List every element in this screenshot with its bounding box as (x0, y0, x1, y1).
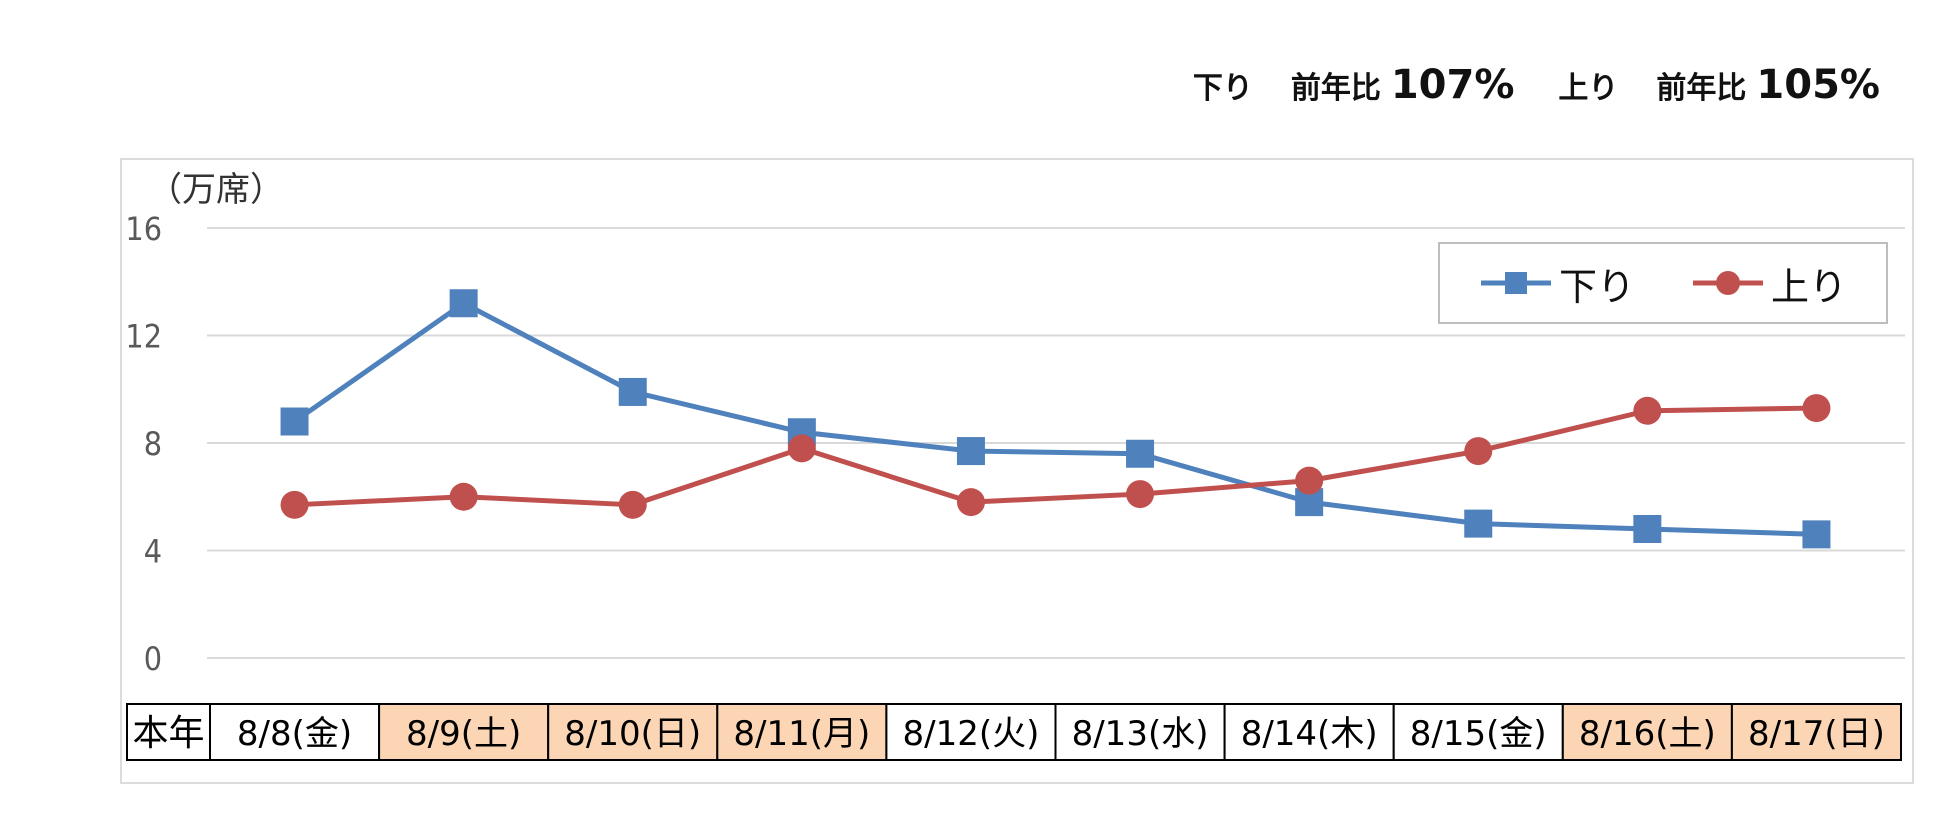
up-ratio-value: 105% (1756, 62, 1880, 108)
legend-label-up: 上り (1771, 264, 1848, 309)
x-tick-label: 8/16(土) (1579, 714, 1716, 754)
data-point-down (449, 289, 478, 318)
data-point-down (618, 377, 647, 406)
data-point-down (1633, 515, 1662, 543)
y-tick-label: 4 (144, 533, 162, 571)
category-cell (1561, 703, 1733, 761)
category-cell (716, 703, 888, 761)
legend: 下り 上り (1438, 242, 1888, 324)
data-point-down (1464, 509, 1493, 538)
data-point-up (1464, 437, 1493, 466)
data-point-up (449, 482, 478, 511)
chart-frame (120, 158, 1914, 784)
y-tick-label: 8 (144, 425, 162, 463)
series-line-down (293, 300, 1817, 537)
down-ratio-value: 107% (1390, 62, 1515, 108)
up-ratio-label: 前年比 (1656, 71, 1747, 106)
x-tick-label: 8/14(木) (1241, 714, 1378, 754)
x-tick-label: 8/10(日) (564, 714, 701, 754)
x-tick-label: 8/15(金) (1410, 714, 1547, 754)
x-tick-label: 8/12(火) (903, 714, 1040, 754)
row-header-cell (126, 703, 211, 761)
data-point-up (1126, 480, 1155, 509)
legend-item-up: 上り (1691, 256, 1847, 311)
up-label: 上り (1558, 71, 1619, 106)
y-axis-unit: （万席） (148, 170, 284, 210)
category-cell (209, 703, 381, 761)
category-cell (1730, 703, 1903, 761)
row-header-label: 本年 (132, 713, 204, 754)
x-tick-label: 8/9(土) (406, 714, 521, 754)
category-cell (1054, 703, 1226, 761)
data-point-up (618, 490, 647, 519)
legend-label-down: 下り (1558, 264, 1635, 309)
series-line-up (294, 405, 1817, 508)
y-tick-label: 16 (125, 210, 162, 248)
data-point-up (280, 490, 309, 519)
data-point-up (787, 434, 816, 463)
x-tick-label: 8/13(水) (1072, 714, 1209, 754)
x-tick-label: 8/11(月) (733, 714, 870, 754)
y-tick-label: 12 (125, 318, 162, 356)
category-cell (1392, 703, 1564, 761)
data-point-up (1633, 396, 1662, 425)
summary-line: 下り 前年比 107% 上り 前年比 105% (1193, 62, 1880, 108)
circle-marker-icon (1693, 271, 1763, 295)
down-label: 下り (1192, 71, 1253, 106)
down-ratio-label: 前年比 (1290, 71, 1381, 106)
square-marker-icon (1480, 272, 1551, 294)
data-point-down (1802, 520, 1831, 549)
x-tick-label: 8/8(金) (237, 714, 352, 754)
data-point-up (956, 488, 985, 517)
x-tick-label: 8/17(日) (1748, 714, 1885, 754)
y-tick-label: 0 (144, 640, 162, 678)
data-point-up (1295, 466, 1324, 495)
data-point-down (280, 407, 309, 436)
data-point-down (956, 437, 985, 466)
data-point-up (1802, 394, 1831, 423)
data-point-down (1126, 439, 1155, 468)
legend-item-down: 下り (1479, 256, 1635, 311)
